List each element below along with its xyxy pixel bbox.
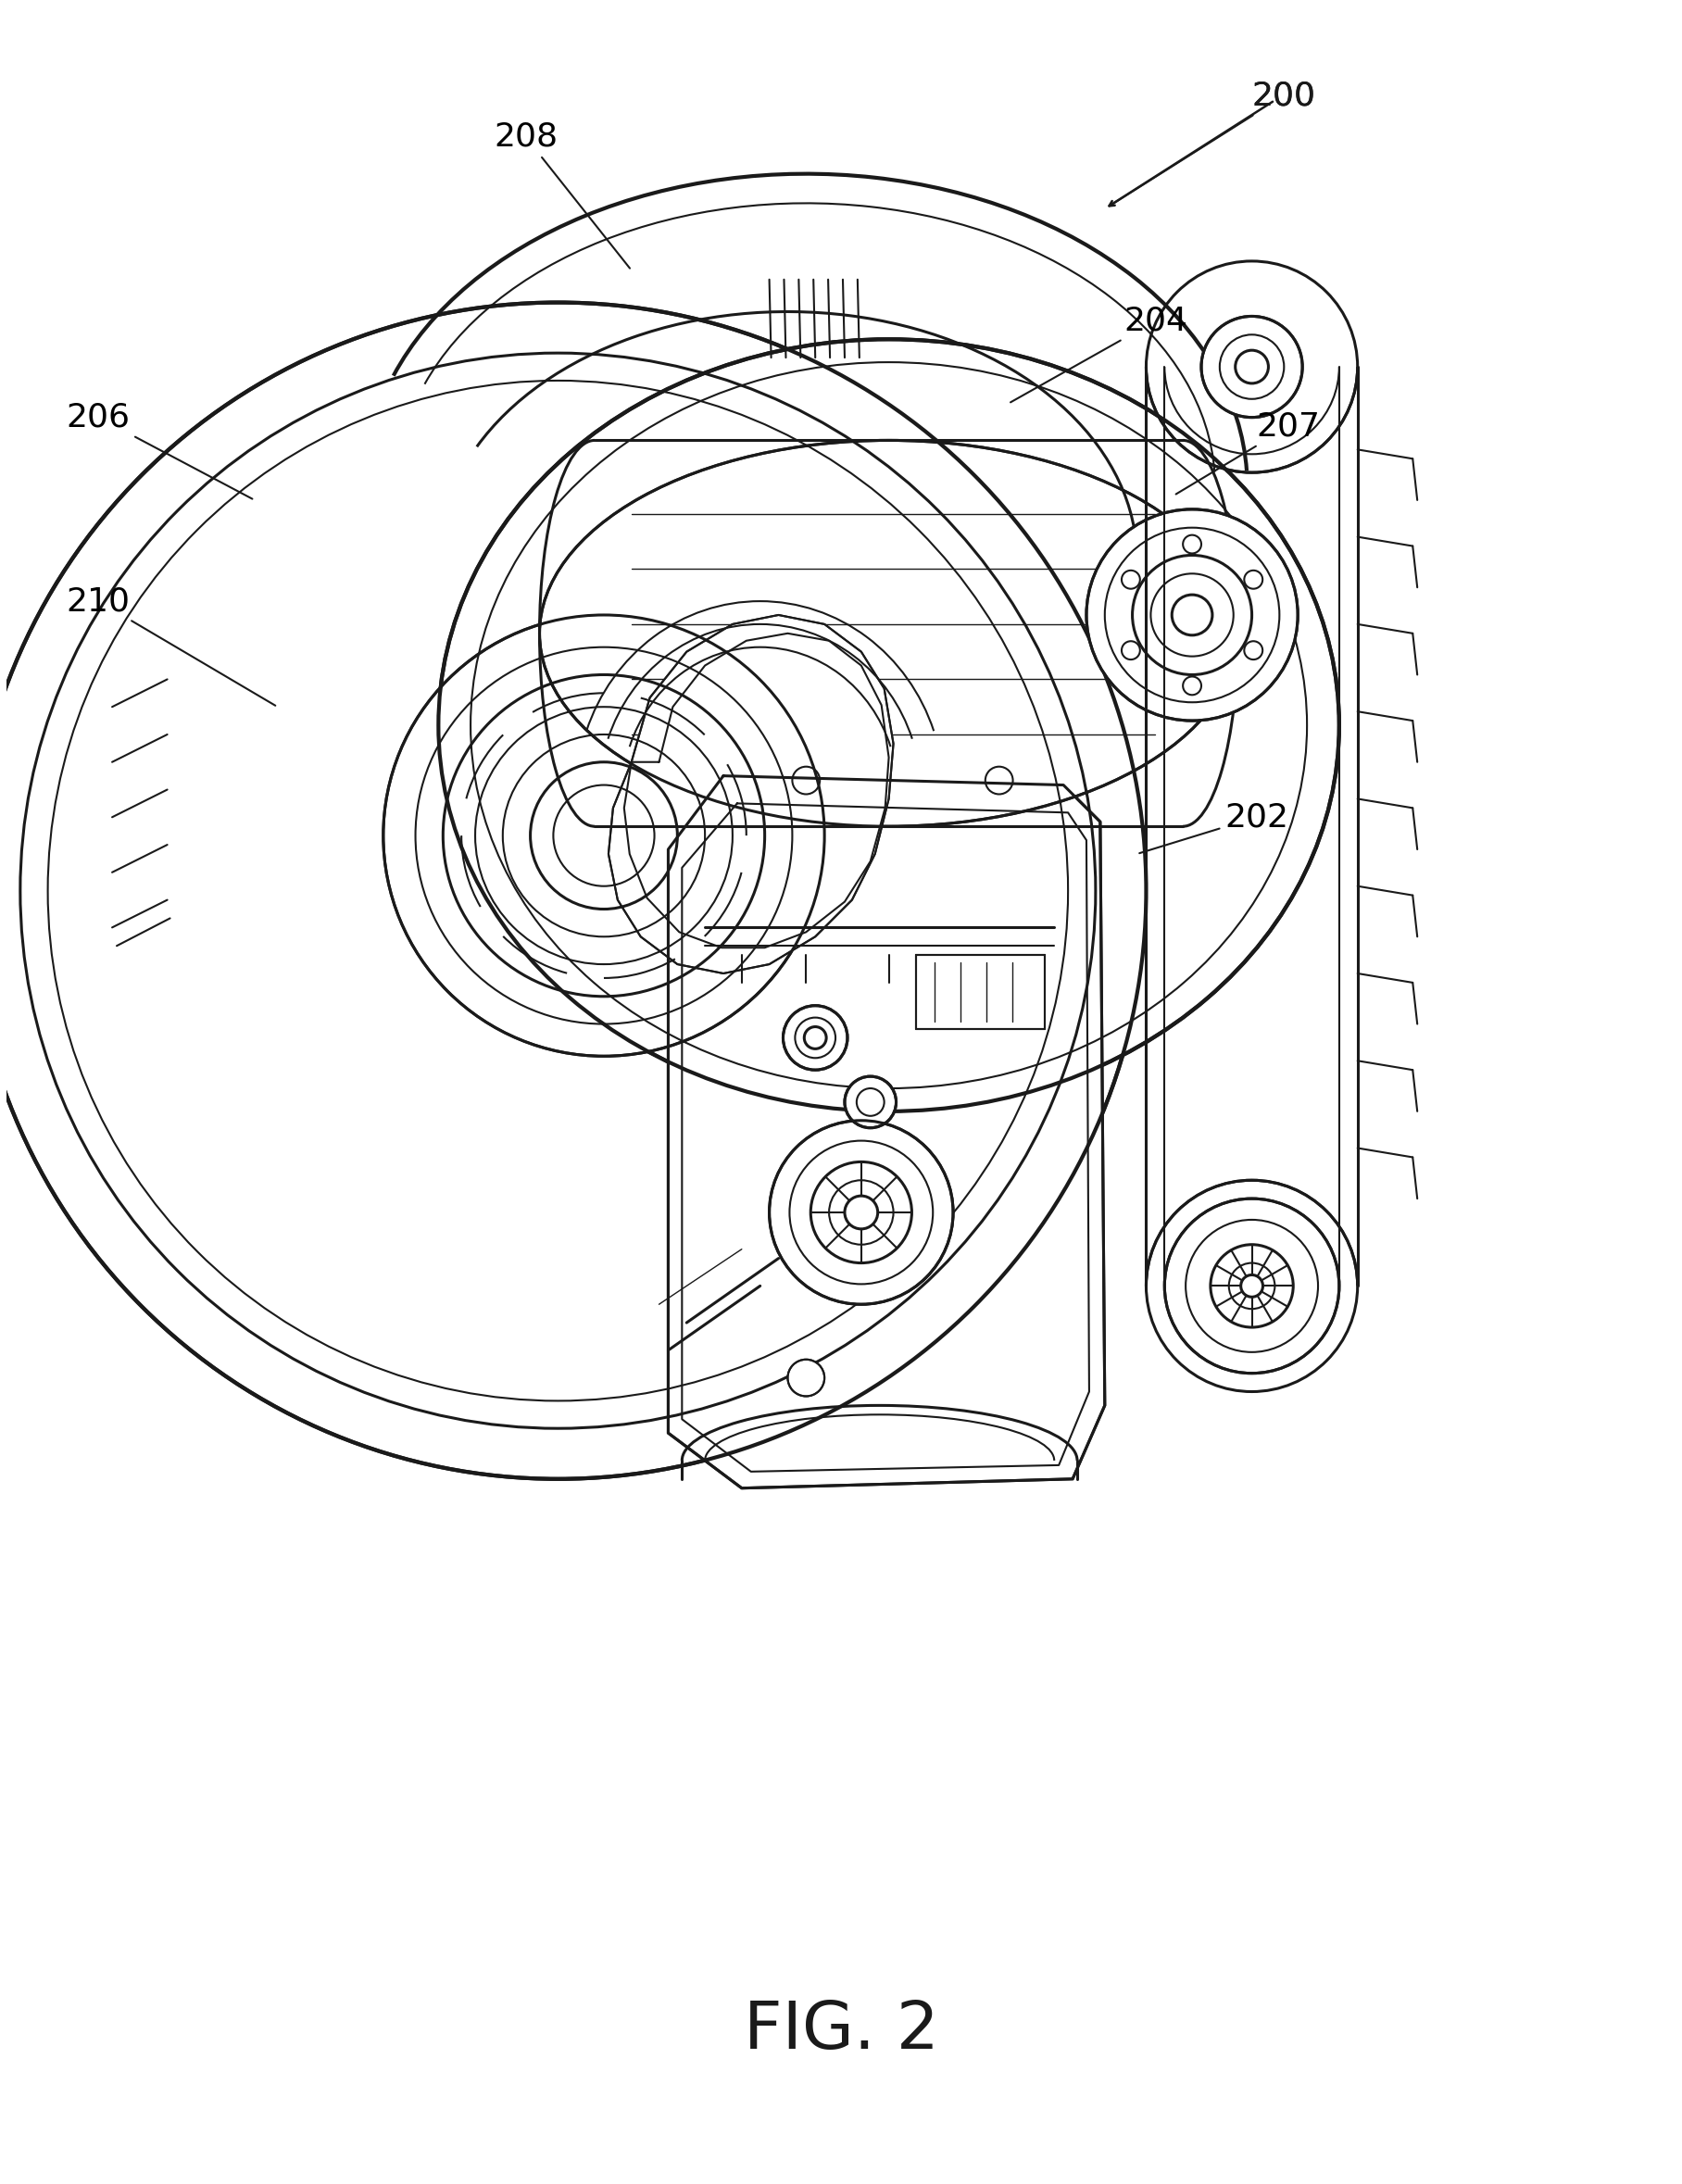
Circle shape — [1164, 1199, 1339, 1374]
Circle shape — [769, 1120, 954, 1304]
Circle shape — [383, 616, 824, 1057]
Ellipse shape — [540, 441, 1238, 826]
Circle shape — [1087, 509, 1299, 721]
Text: 200: 200 — [1112, 81, 1315, 205]
Polygon shape — [668, 775, 1105, 1487]
Polygon shape — [917, 954, 1045, 1029]
Text: 200: 200 — [1251, 81, 1315, 111]
Text: 206: 206 — [66, 402, 252, 498]
Circle shape — [787, 1358, 824, 1396]
Text: FIG. 2: FIG. 2 — [743, 1998, 939, 2062]
Circle shape — [844, 1077, 897, 1127]
Polygon shape — [609, 616, 893, 974]
Text: 202: 202 — [1139, 802, 1288, 854]
Circle shape — [1201, 317, 1302, 417]
Text: 208: 208 — [495, 122, 629, 269]
Text: 210: 210 — [66, 585, 276, 705]
Circle shape — [1145, 262, 1357, 472]
Ellipse shape — [439, 339, 1339, 1112]
Circle shape — [0, 301, 1145, 1479]
Circle shape — [784, 1005, 848, 1070]
Text: 204: 204 — [1011, 306, 1187, 402]
Text: 207: 207 — [1176, 411, 1320, 494]
Circle shape — [1145, 1179, 1357, 1391]
